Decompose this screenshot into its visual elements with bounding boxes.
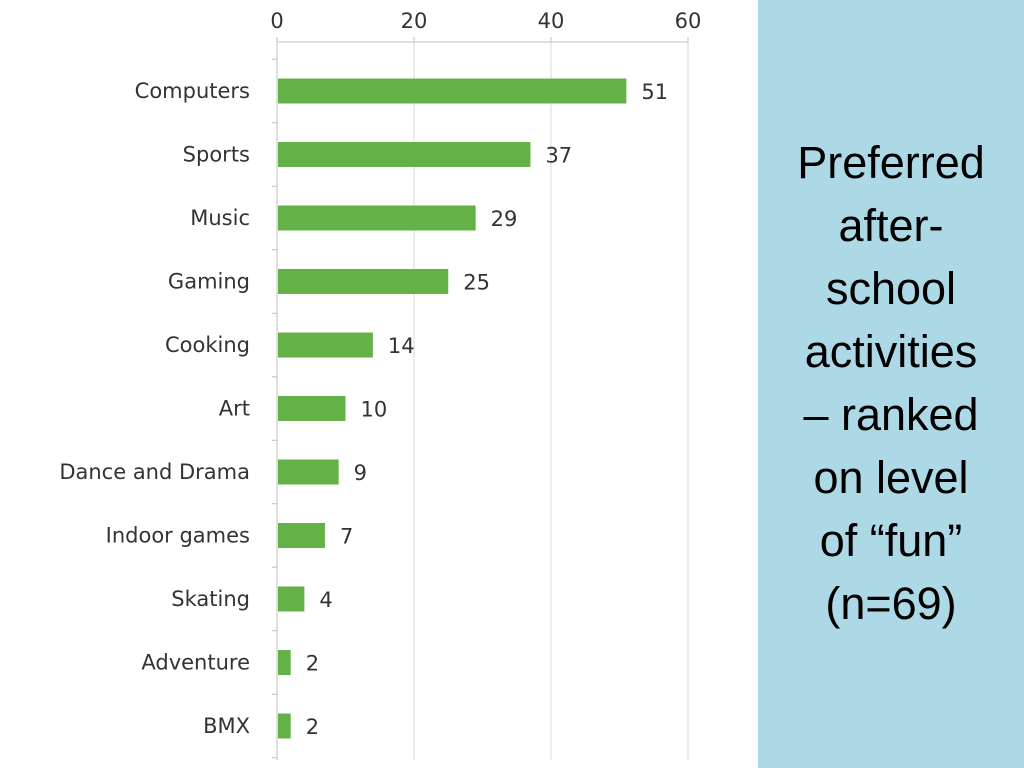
bar xyxy=(278,78,627,104)
category-label: BMX xyxy=(203,714,250,738)
category-label: Computers xyxy=(135,79,250,103)
bar xyxy=(278,269,449,294)
data-label: 9 xyxy=(354,461,367,485)
title-line: of “fun” xyxy=(819,515,963,566)
title-line: school xyxy=(825,263,957,314)
slide-title: Preferred after- school activities – ran… xyxy=(766,131,1016,635)
data-label: 25 xyxy=(463,271,490,295)
title-panel: Preferred after- school activities – ran… xyxy=(758,0,1024,768)
bar xyxy=(278,523,325,548)
category-label: Skating xyxy=(171,587,250,611)
data-label: 2 xyxy=(306,652,319,676)
chart-panel: 0 20 40 60 Computers 51 Sports 37 Music 29 Gaming 2… xyxy=(59,9,702,760)
data-label: 29 xyxy=(491,207,518,231)
category-label: Art xyxy=(219,397,250,421)
x-tick-label: 60 xyxy=(675,9,702,33)
title-line: on level xyxy=(813,452,969,503)
bar xyxy=(278,586,305,612)
bar xyxy=(278,332,373,358)
data-label: 10 xyxy=(361,398,388,422)
category-label: Gaming xyxy=(168,270,250,294)
bar xyxy=(278,650,291,675)
bar xyxy=(278,205,476,231)
category-label: Music xyxy=(190,206,250,230)
category-label: Dance and Drama xyxy=(59,460,250,484)
category-label: Cooking xyxy=(165,333,250,357)
x-tick-label: 40 xyxy=(538,9,565,33)
bar xyxy=(278,713,291,739)
category-label: Sports xyxy=(183,143,250,167)
title-line: after- xyxy=(838,200,944,251)
x-tick-label: 20 xyxy=(401,9,428,33)
data-label: 2 xyxy=(306,715,319,739)
title-line: activities xyxy=(804,326,978,377)
bar xyxy=(278,142,531,167)
title-line: – ranked xyxy=(803,389,979,440)
title-line: Preferred xyxy=(797,137,985,188)
bar xyxy=(278,396,346,421)
data-label: 37 xyxy=(545,144,572,168)
data-label: 51 xyxy=(641,80,668,104)
data-label: 7 xyxy=(340,525,353,549)
data-label: 14 xyxy=(388,334,415,358)
bar xyxy=(278,459,339,485)
category-label: Adventure xyxy=(141,651,250,675)
category-label: Indoor games xyxy=(106,524,250,548)
title-line: (n=69) xyxy=(825,578,957,629)
data-label: 4 xyxy=(319,588,332,612)
x-tick-label: 0 xyxy=(270,9,283,33)
